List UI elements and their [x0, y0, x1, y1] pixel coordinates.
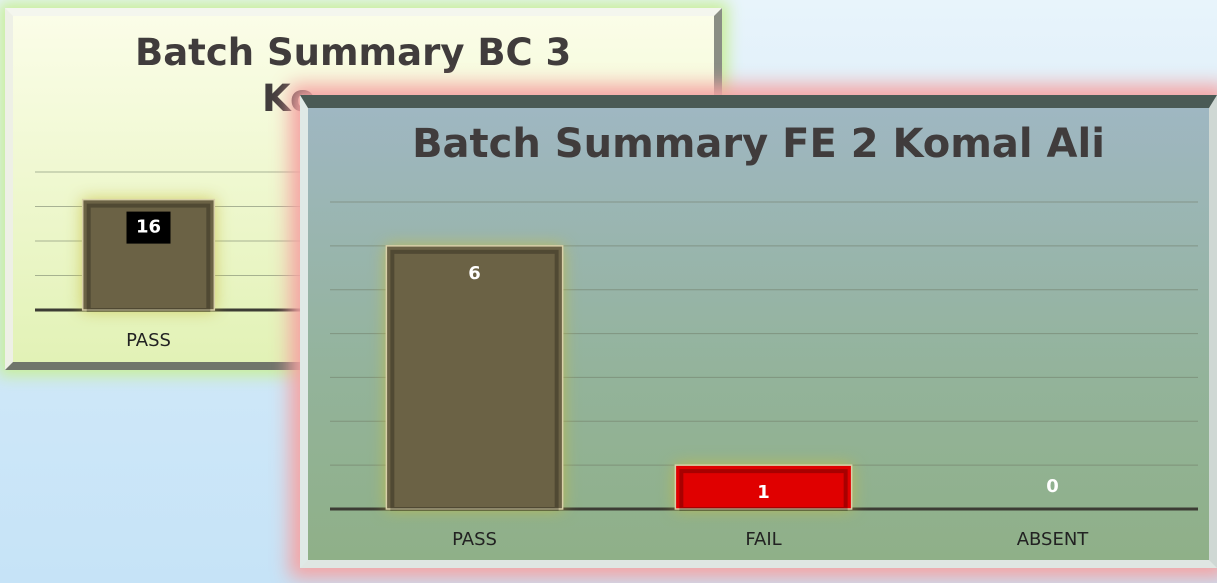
x-tick-label: PASS — [126, 330, 171, 351]
data-label: 6 — [468, 263, 481, 284]
bar-bevel — [390, 249, 559, 511]
bar-bevel — [679, 469, 848, 511]
label-box — [126, 211, 171, 244]
bar — [674, 464, 853, 510]
chart-title: Batch Summary FE 2 Komal Ali — [412, 121, 1105, 167]
x-tick-label: ABSENT — [1017, 529, 1090, 550]
x-tick-label: PASS — [452, 529, 497, 550]
data-label: 16 — [136, 217, 161, 238]
data-label: 0 — [1046, 476, 1059, 497]
data-label: 1 — [757, 482, 770, 503]
chart: 6 PASS 1 FAIL 0 ABSENT Batch Summary FE 2 Kom… — [300, 95, 1217, 568]
chart-title: Batch Summary BC 3 Ko — [135, 31, 572, 120]
bar-bevel — [86, 203, 211, 313]
x-tick-label: FAIL — [745, 529, 781, 550]
plot: 6 PASS 1 FAIL 0 ABSENT — [330, 201, 1198, 550]
bar — [385, 245, 564, 510]
